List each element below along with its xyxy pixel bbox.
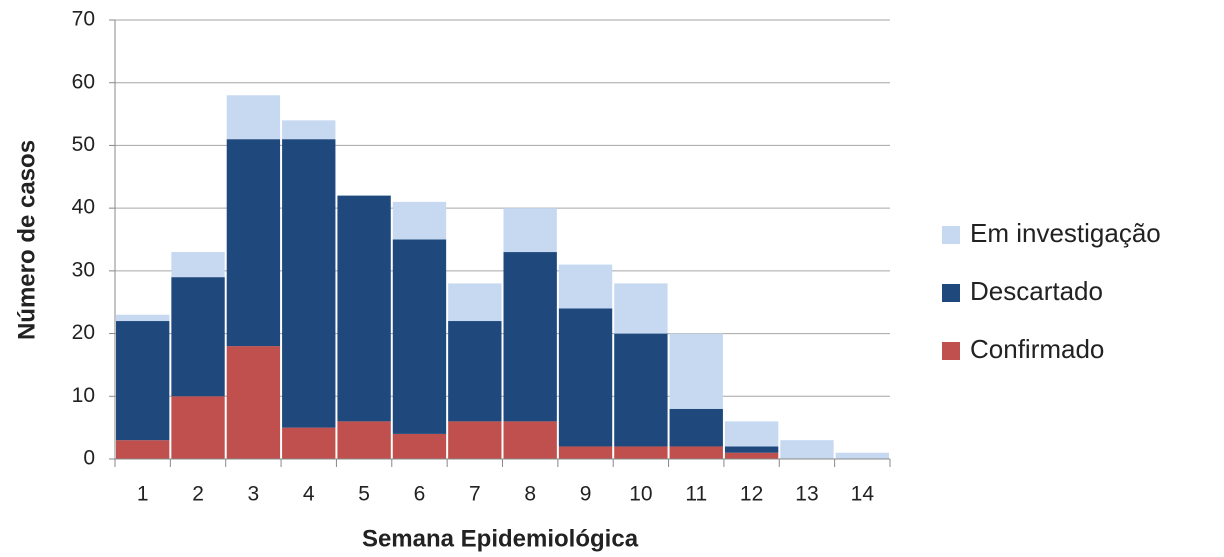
bar-segment	[337, 421, 391, 459]
bar-segment	[226, 95, 281, 140]
bar-segment	[724, 452, 779, 459]
bar-segment	[614, 333, 668, 447]
x-tick-label: 7	[469, 483, 481, 506]
bar-segment	[226, 139, 281, 347]
bar-segment	[669, 408, 723, 447]
x-axis-title: Semana Epidemiológica	[362, 525, 639, 552]
bar-segment	[558, 264, 613, 309]
x-tick-label: 8	[524, 483, 536, 506]
bar-segment	[669, 446, 723, 459]
bar-segment	[614, 446, 668, 459]
y-tick-label: 50	[72, 133, 95, 156]
bar-segment	[171, 396, 225, 459]
bar-segment	[337, 195, 391, 422]
x-tick-label: 4	[303, 483, 315, 506]
bar-segment	[282, 139, 336, 428]
bar-segment	[724, 421, 779, 447]
bar-segment	[614, 283, 668, 334]
bar-segment	[282, 120, 336, 140]
bar-segment	[558, 446, 613, 459]
bar-segment	[392, 239, 447, 434]
x-tick-label: 2	[192, 483, 204, 506]
x-tick-label: 5	[358, 483, 370, 506]
x-tick-label: 14	[851, 483, 875, 506]
bar-segment	[780, 440, 834, 459]
bar-segment	[171, 277, 225, 397]
x-tick-label: 6	[414, 483, 426, 506]
bar-segment	[448, 283, 502, 322]
x-tick-label: 3	[248, 483, 260, 506]
bar-segment	[116, 314, 170, 322]
bar-segment	[503, 421, 557, 459]
bar-segment	[116, 440, 170, 459]
legend-swatch	[942, 342, 960, 360]
bar-segment	[669, 333, 723, 409]
y-tick-label: 20	[72, 321, 95, 344]
bar-segment	[503, 252, 557, 422]
y-tick-label: 30	[72, 258, 95, 281]
x-tick-label: 1	[137, 483, 149, 506]
x-tick-label: 9	[580, 483, 592, 506]
y-tick-label: 60	[72, 70, 95, 93]
x-tick-label: 10	[629, 483, 652, 506]
bar-segment	[558, 308, 613, 447]
bar-segment	[171, 252, 225, 278]
bar-segment	[835, 452, 889, 459]
bar-segment	[116, 321, 170, 441]
x-tick-label: 12	[740, 483, 763, 506]
bar-segment	[392, 201, 447, 240]
x-tick-label: 13	[795, 483, 818, 506]
legend-label: Descartado	[970, 276, 1103, 306]
bar-segment	[226, 346, 281, 459]
legend-label: Confirmado	[970, 334, 1104, 364]
legend-label: Em investigação	[970, 218, 1161, 248]
bar-segment	[724, 446, 779, 453]
bar-segment	[448, 321, 502, 422]
legend-swatch	[942, 284, 960, 302]
bar-segment	[392, 433, 447, 459]
y-tick-label: 0	[83, 447, 95, 470]
y-axis-title: Número de casos	[13, 140, 40, 340]
x-tick-label: 11	[685, 483, 707, 506]
legend-swatch	[942, 226, 960, 244]
y-tick-label: 70	[72, 8, 95, 31]
bar-segment	[448, 421, 502, 459]
y-tick-label: 40	[72, 196, 95, 219]
bar-segment	[503, 208, 557, 253]
bar-segment	[282, 427, 336, 459]
y-tick-label: 10	[72, 384, 95, 407]
